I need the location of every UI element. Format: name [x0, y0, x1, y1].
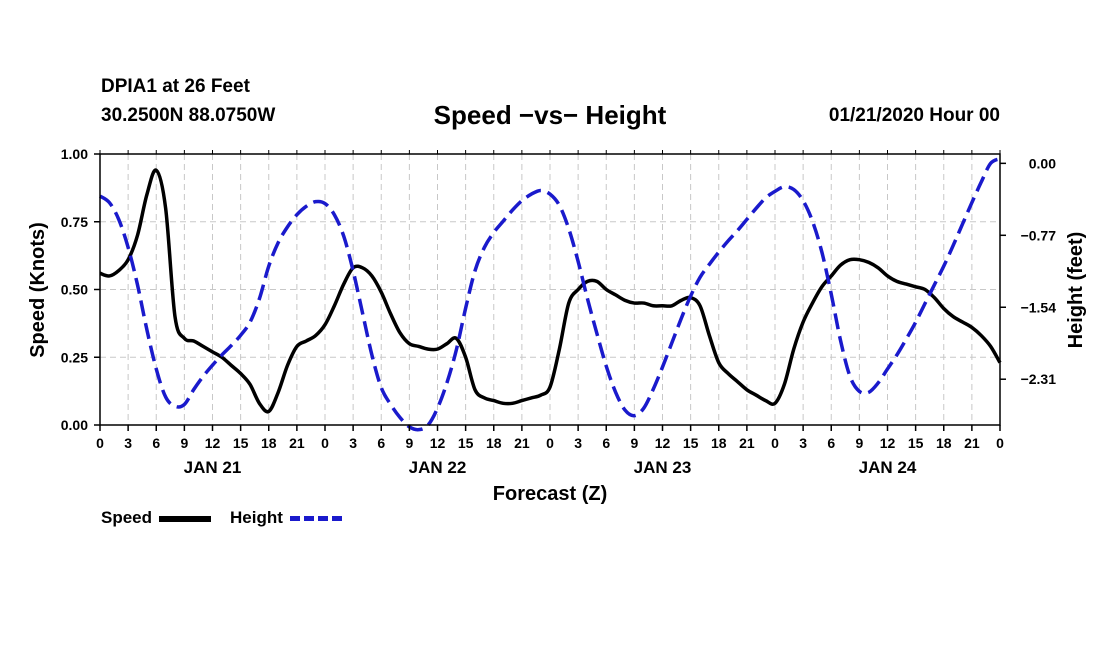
y-tick-label: 0.25 [61, 349, 88, 365]
legend-speed-label: Speed [101, 508, 153, 527]
x-tick-label: 18 [261, 435, 277, 451]
series-lines [98, 157, 1002, 432]
y-tick-label: 0.75 [61, 214, 88, 230]
x-tick-label: 18 [711, 435, 727, 451]
x-tick-label: 18 [486, 435, 502, 451]
chart-title: Speed −vs− Height [433, 100, 667, 130]
series-line-height [98, 157, 1001, 432]
y-tick-label: 0.50 [61, 282, 88, 298]
x-tick-label: 21 [964, 435, 980, 451]
legend-speed-swatch [158, 515, 211, 522]
day-label: JAN 23 [634, 458, 692, 477]
y2-axis-label: Height (feet) [1065, 232, 1087, 349]
x-tick-label: 3 [349, 435, 357, 451]
x-tick-label: 0 [771, 435, 779, 451]
x-tick-label: 6 [152, 435, 160, 451]
x-tick-label: 21 [739, 435, 755, 451]
x-axis-label: Forecast (Z) [493, 483, 607, 505]
x-tick-label: 9 [630, 435, 638, 451]
x-tick-label: 12 [880, 435, 896, 451]
station-coordinates: 30.2500N 88.0750W [101, 105, 276, 126]
day-label: JAN 22 [409, 458, 467, 477]
ticks: 0 3 6 9 12 15 18 21 0 3 6 9 12 15 18 21 0 3 6 9 12 15 18 21 0 3 6 9… [61, 146, 1056, 477]
x-tick-label: 15 [458, 435, 474, 451]
forecast-date: 01/21/2020 Hour 00 [828, 105, 1000, 126]
legend-height-swatch [289, 516, 342, 522]
y-tick-label: 1.00 [61, 146, 88, 162]
x-tick-label: 9 [180, 435, 188, 451]
x-tick-label: 9 [405, 435, 413, 451]
y2-tick-label: −2.31 [1021, 371, 1057, 387]
x-tick-label: 12 [430, 435, 446, 451]
day-label: JAN 24 [859, 458, 917, 477]
x-tick-label: 21 [289, 435, 305, 451]
series-line-speed [99, 168, 1002, 414]
x-tick-label: 0 [996, 435, 1004, 451]
x-tick-label: 9 [855, 435, 863, 451]
x-tick-label: 12 [205, 435, 221, 451]
x-tick-label: 0 [321, 435, 329, 451]
x-tick-label: 6 [377, 435, 385, 451]
legend-height-label: Height [230, 508, 283, 527]
station-name: DPIA1 at 26 Feet [101, 76, 250, 97]
x-tick-label: 21 [514, 435, 530, 451]
x-tick-label: 3 [574, 435, 582, 451]
y-tick-label: 0.00 [61, 417, 88, 433]
x-tick-label: 18 [936, 435, 952, 451]
x-tick-label: 15 [908, 435, 924, 451]
x-tick-label: 6 [602, 435, 610, 451]
legend-speed: Speed [101, 508, 211, 528]
x-tick-label: 6 [827, 435, 835, 451]
x-tick-label: 3 [124, 435, 132, 451]
x-tick-label: 15 [233, 435, 249, 451]
y-axis-label: Speed (Knots) [27, 222, 49, 358]
y2-tick-label: −0.77 [1021, 227, 1057, 243]
day-label: JAN 21 [184, 458, 242, 477]
x-tick-label: 3 [799, 435, 807, 451]
x-tick-label: 15 [683, 435, 699, 451]
x-tick-label: 0 [546, 435, 554, 451]
y2-tick-label: −1.54 [1021, 299, 1057, 315]
y2-tick-label: 0.00 [1029, 155, 1056, 171]
legend-height: Height [230, 508, 342, 528]
x-tick-label: 12 [655, 435, 671, 451]
x-tick-label: 0 [96, 435, 104, 451]
